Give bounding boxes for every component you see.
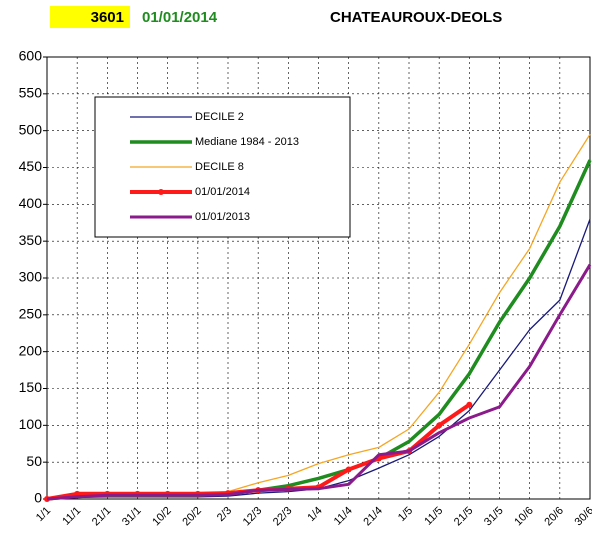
series-marker xyxy=(436,422,443,429)
x-tick-label: 1/4 xyxy=(305,505,324,524)
x-tick-label: 31/1 xyxy=(120,505,144,529)
x-tick-label: 20/6 xyxy=(542,505,566,529)
y-tick-label: 250 xyxy=(19,306,43,322)
x-tick-label: 12/3 xyxy=(241,505,265,529)
series-marker xyxy=(345,466,352,473)
code-highlight xyxy=(50,6,130,28)
y-tick-label: 400 xyxy=(19,195,43,211)
station-code: 3601 xyxy=(91,9,124,26)
legend-label: 01/01/2014 xyxy=(195,186,250,198)
y-tick-label: 450 xyxy=(19,158,43,174)
plot-frame xyxy=(46,56,591,500)
y-tick-label: 300 xyxy=(19,269,43,285)
x-tick-label: 20/2 xyxy=(180,505,204,529)
y-tick-label: 200 xyxy=(19,342,43,358)
y-tick-label: 0 xyxy=(34,490,42,506)
legend-label: DECILE 8 xyxy=(195,161,244,173)
legend-label: DECILE 2 xyxy=(195,111,244,123)
x-tick-label: 1/1 xyxy=(34,505,53,524)
y-tick-label: 550 xyxy=(19,85,43,101)
y-tick-label: 150 xyxy=(19,379,43,395)
x-tick-label: 11/5 xyxy=(422,505,445,528)
legend-label: 01/01/2013 xyxy=(195,211,250,223)
x-tick-label: 11/4 xyxy=(332,505,355,528)
x-tick-label: 10/2 xyxy=(150,505,174,529)
chart-title: CHATEAUROUX-DEOLS xyxy=(330,9,502,26)
x-tick-label: 21/4 xyxy=(361,505,385,529)
y-tick-label: 500 xyxy=(19,121,43,137)
y-tick-label: 350 xyxy=(19,232,43,248)
y-tick-label: 50 xyxy=(26,453,42,469)
x-tick-label: 2/3 xyxy=(215,505,234,524)
x-tick-label: 21/1 xyxy=(90,505,114,529)
x-tick-label: 1/5 xyxy=(396,505,415,524)
series-marker xyxy=(466,401,473,408)
y-tick-label: 600 xyxy=(19,48,43,64)
x-tick-label: 10/6 xyxy=(512,505,536,529)
legend-label: Mediane 1984 - 2013 xyxy=(195,136,299,148)
series-line xyxy=(46,263,592,501)
x-tick-label: 31/5 xyxy=(482,505,506,529)
date-label: 01/01/2014 xyxy=(142,9,218,26)
x-tick-label: 11/1 xyxy=(60,505,83,528)
x-tick-label: 22/3 xyxy=(271,505,295,529)
x-tick-label: 30/6 xyxy=(573,505,592,529)
x-tick-label: 21/5 xyxy=(452,505,476,529)
legend-marker xyxy=(158,189,164,195)
y-tick-label: 100 xyxy=(19,416,43,432)
